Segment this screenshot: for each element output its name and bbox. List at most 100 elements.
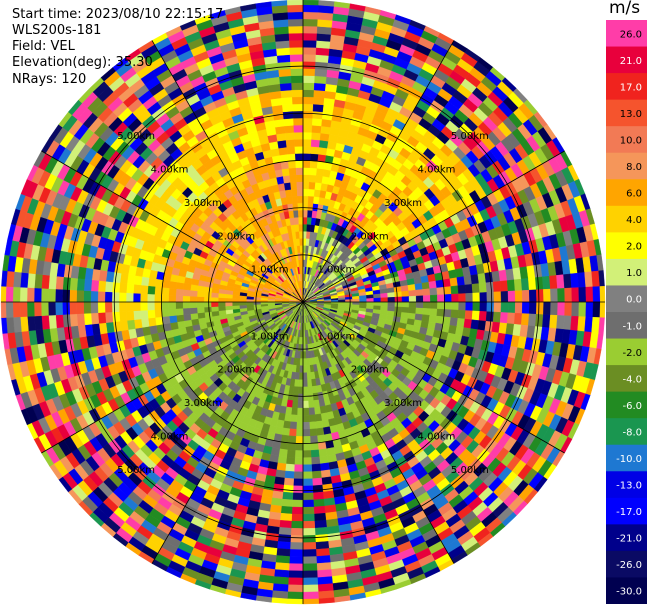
velocity-gate	[69, 313, 78, 327]
velocity-gate	[302, 365, 307, 373]
velocity-gate	[306, 365, 311, 373]
velocity-gate	[506, 279, 516, 292]
velocity-gate	[471, 283, 480, 294]
velocity-gate	[521, 313, 530, 326]
velocity-gate	[380, 292, 389, 299]
velocity-gate	[40, 288, 49, 303]
velocity-gate	[5, 270, 15, 288]
velocity-gate	[302, 131, 313, 140]
velocity-gate	[394, 296, 403, 303]
velocity-gate	[289, 421, 297, 430]
velocity-gate	[168, 287, 177, 296]
velocity-gate	[190, 312, 199, 320]
velocity-gate	[472, 301, 481, 312]
velocity-gate	[315, 47, 330, 56]
velocity-gate	[302, 464, 313, 473]
velocity-gate	[528, 289, 537, 303]
velocity-gate	[394, 291, 403, 298]
velocity-gate	[12, 271, 22, 288]
velocity-gate	[311, 385, 318, 394]
velocity-gate	[302, 18, 319, 27]
velocity-gate	[48, 275, 57, 290]
velocity-gate	[97, 291, 106, 303]
velocity-gate	[90, 290, 99, 303]
velocity-gate	[542, 275, 551, 290]
velocity-gate	[126, 310, 135, 321]
velocity-gate	[313, 82, 327, 92]
velocity-gate	[394, 306, 403, 313]
velocity-gate	[97, 301, 106, 313]
velocity-gate	[34, 315, 43, 331]
velocity-gate	[302, 563, 318, 572]
velocity-gate	[296, 421, 304, 430]
velocity-gate	[457, 309, 466, 320]
velocity-gate	[479, 301, 488, 312]
velocity-gate	[570, 315, 579, 332]
velocity-gate	[225, 305, 233, 311]
velocity-gate	[182, 307, 191, 315]
velocity-gate	[33, 287, 42, 303]
velocity-gate	[224, 301, 233, 307]
velocity-gate	[528, 277, 537, 291]
velocity-gate	[302, 223, 308, 232]
velocity-gate	[294, 450, 304, 458]
velocity-gate	[302, 436, 311, 444]
velocity-gate	[296, 407, 304, 416]
velocity-gate	[485, 311, 495, 323]
velocity-gate	[161, 308, 170, 318]
velocity-gate	[436, 308, 445, 318]
velocity-gate	[97, 312, 107, 324]
velocity-gate	[126, 283, 135, 294]
velocity-gate	[302, 513, 315, 522]
velocity-gate	[408, 295, 417, 303]
velocity-gate	[315, 548, 330, 557]
velocity-gate	[536, 289, 544, 303]
velocity-gate	[62, 289, 70, 303]
velocity-gate	[295, 436, 304, 444]
velocity-gate	[111, 281, 121, 293]
velocity-gate	[571, 301, 580, 317]
velocity-gate	[556, 274, 565, 289]
velocity-gate	[312, 110, 324, 120]
velocity-gate	[449, 277, 459, 287]
velocity-gate	[196, 290, 205, 298]
velocity-gate	[313, 96, 325, 106]
velocity-gate	[276, 548, 291, 557]
velocity-gate	[535, 314, 544, 328]
velocity-gate	[296, 414, 304, 423]
velocity-gate	[435, 315, 445, 325]
velocity-gate	[302, 110, 314, 119]
velocity-gate	[62, 314, 71, 328]
velocity-gate	[428, 315, 437, 324]
velocity-gate	[309, 174, 317, 183]
velocity-gate	[302, 443, 311, 451]
velocity-gate	[27, 272, 36, 289]
velocity-gate	[528, 301, 537, 315]
velocity-gate	[415, 301, 424, 309]
velocity-gate	[319, 139, 329, 149]
velocity-gate	[387, 296, 396, 303]
velocity-gate	[33, 301, 42, 317]
velocity-gate	[12, 286, 21, 303]
velocity-gate	[280, 434, 290, 444]
velocity-gate	[302, 393, 309, 402]
velocity-gate	[292, 485, 304, 494]
velocity-gate	[175, 295, 184, 303]
velocity-gate	[169, 315, 178, 324]
velocity-gate	[302, 103, 314, 112]
velocity-gate	[317, 11, 334, 21]
velocity-gate	[564, 287, 573, 303]
velocity-gate	[316, 555, 331, 564]
velocity-gate	[599, 285, 606, 303]
velocity-gate	[465, 292, 474, 303]
velocity-gate	[315, 54, 330, 63]
velocity-gate	[118, 301, 127, 312]
velocity-gate	[147, 277, 157, 287]
velocity-gate	[485, 281, 495, 293]
velocity-gate	[302, 11, 319, 20]
velocity-gate	[302, 25, 318, 34]
velocity-gate	[592, 301, 601, 318]
velocity-gate	[451, 301, 459, 311]
velocity-gate	[319, 455, 329, 465]
velocity-gate	[154, 301, 162, 310]
